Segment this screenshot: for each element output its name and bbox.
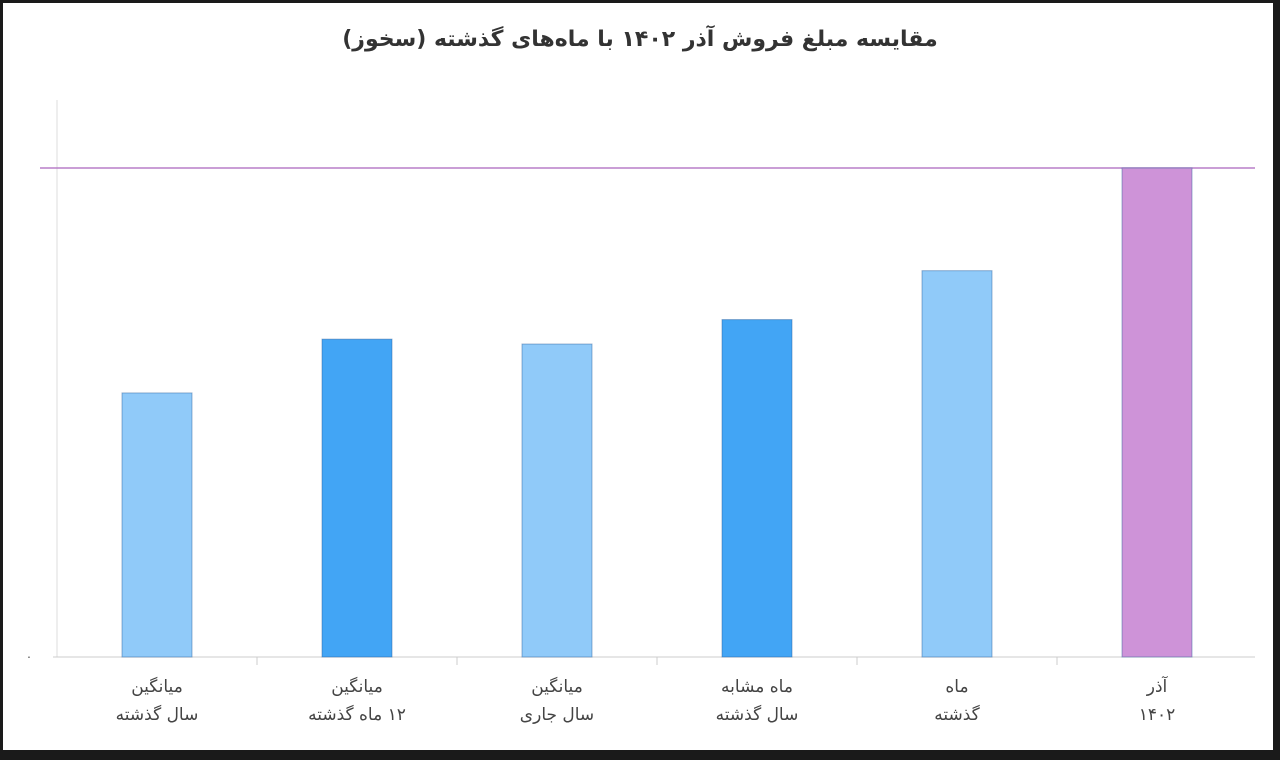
x-tick-label: ماه — [945, 677, 968, 697]
bar — [721, 319, 793, 658]
x-tick-label: سال گذشته — [716, 704, 799, 725]
x-tick-label: سال گذشته — [116, 704, 199, 725]
bar — [921, 270, 993, 658]
x-tick-label: آذر — [1146, 675, 1169, 697]
x-tick-label: میانگین — [531, 676, 583, 697]
bar — [521, 343, 593, 658]
bar — [1121, 167, 1193, 658]
bar — [321, 338, 393, 658]
bar — [121, 392, 193, 658]
chart-background — [3, 3, 1273, 750]
x-tick-label: سال جاری — [520, 705, 594, 725]
chart-title: مقایسه مبلغ فروش آذر ۱۴۰۲ با ماه‌های گذش… — [342, 24, 938, 52]
x-tick-label: ماه مشابه — [721, 677, 793, 697]
x-tick-label: گذشته — [934, 704, 980, 725]
x-tick-label: میانگین — [131, 676, 183, 697]
x-tick-label: ۱۴۰۲ — [1139, 705, 1176, 725]
y-tick-label: ۰ — [26, 650, 32, 664]
x-tick-label: ۱۲ ماه گذشته — [308, 704, 406, 725]
x-tick-label: میانگین — [331, 676, 383, 697]
